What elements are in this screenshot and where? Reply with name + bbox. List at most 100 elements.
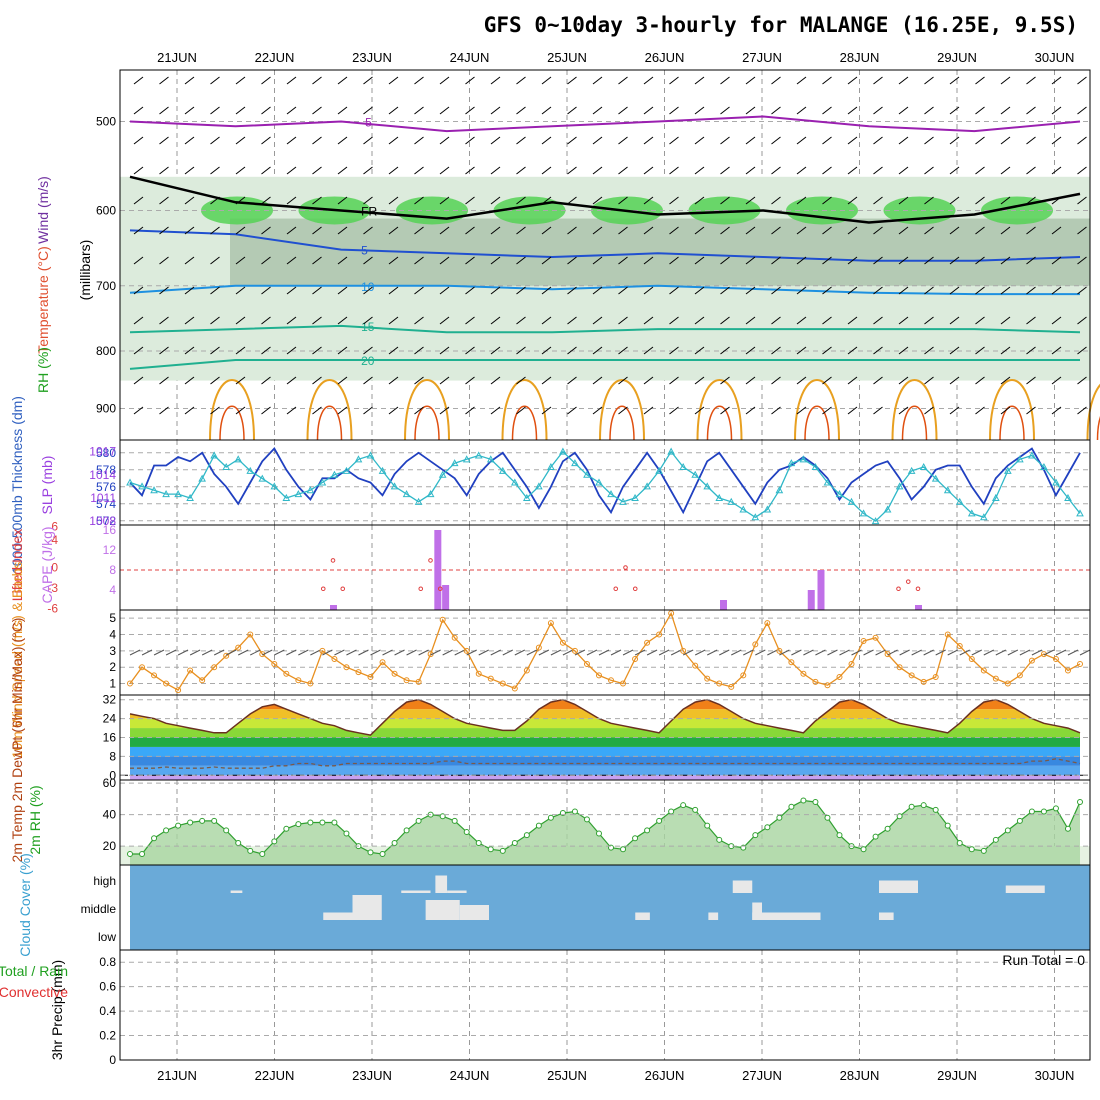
wind-barb xyxy=(439,376,450,385)
wind-barb xyxy=(1051,226,1062,235)
wind-barb xyxy=(1000,196,1011,205)
slp-point xyxy=(246,466,255,474)
wind-barb xyxy=(949,286,960,295)
wind-barb xyxy=(363,226,373,235)
y-tick-label: 0.2 xyxy=(99,1029,116,1043)
wind-barb-10m xyxy=(911,649,922,656)
wind-barb xyxy=(363,316,373,325)
isotherm-warm-loop xyxy=(794,379,840,441)
wind-barb xyxy=(363,106,373,115)
wind-barb xyxy=(465,316,475,325)
y-tick-label: 0 xyxy=(109,768,116,782)
wind-barb xyxy=(184,256,195,265)
wind-barb xyxy=(490,106,501,115)
wind-barb xyxy=(720,196,730,205)
wind-speed-point xyxy=(511,685,518,692)
wind-barb xyxy=(567,316,577,325)
isotherm-line xyxy=(129,284,1080,296)
slp-point xyxy=(1004,466,1012,474)
wind-barb xyxy=(312,136,322,145)
wind-barb xyxy=(618,226,628,235)
slp-point xyxy=(474,451,483,459)
wind-barb-10m xyxy=(767,649,778,656)
li-point xyxy=(320,586,326,592)
li-point xyxy=(623,565,628,570)
wind-barb xyxy=(261,196,271,205)
rh-point xyxy=(644,827,651,834)
wind-barb xyxy=(312,376,322,385)
wind-barb-10m xyxy=(875,649,886,656)
wind-barb-10m xyxy=(743,649,754,656)
wind-barb-10m xyxy=(670,649,682,656)
slp-point xyxy=(330,470,339,478)
rh-point xyxy=(151,835,158,842)
wind-barb xyxy=(439,76,450,85)
isotherm-hot-loop xyxy=(511,405,538,441)
wind-barb xyxy=(184,166,195,175)
wind-barb xyxy=(286,406,297,415)
wind-barb xyxy=(465,136,475,145)
li-point xyxy=(915,586,921,592)
wind-barb xyxy=(873,166,883,175)
wind-barb xyxy=(771,406,781,415)
wind-barb xyxy=(363,166,373,175)
wind-barb xyxy=(720,136,730,145)
rh-point xyxy=(1052,805,1059,812)
wind-barb xyxy=(822,76,832,85)
slp-point xyxy=(583,470,591,478)
rh-point xyxy=(295,821,302,828)
wind-barb xyxy=(133,136,144,145)
wind-barb xyxy=(949,226,960,235)
wind-barb xyxy=(261,166,271,175)
y-tick-label: 0.8 xyxy=(99,955,116,969)
isotherm-hot-loop xyxy=(414,405,440,441)
wind-barb xyxy=(516,346,526,355)
wind-barb xyxy=(1077,106,1087,115)
slp-point xyxy=(859,509,868,517)
wind-barb xyxy=(618,316,628,325)
wind-speed-point xyxy=(692,662,699,669)
wind-barb xyxy=(286,346,297,355)
wind-barb xyxy=(184,346,195,355)
wind-barb xyxy=(1000,376,1011,385)
wind-barb-10m xyxy=(201,649,213,656)
wind-barb xyxy=(541,406,552,415)
wind-barb xyxy=(822,286,832,295)
rh-point xyxy=(547,814,554,821)
wind-barb xyxy=(796,106,807,115)
wind-barb xyxy=(541,76,552,85)
y-tick-label: 572 xyxy=(96,514,116,528)
wind-barb xyxy=(363,76,373,85)
wind-barb xyxy=(439,166,450,175)
y-tick-label: 1 xyxy=(109,677,116,691)
rh-point xyxy=(872,833,879,840)
wind-barb xyxy=(159,286,169,295)
wind-barb xyxy=(567,406,577,415)
rh-point xyxy=(632,835,639,842)
rh-point xyxy=(1016,817,1023,824)
thickness-slp-panel: 572 574 576 578 580 1008 1011 1014 1017 xyxy=(89,440,1090,528)
rh-point xyxy=(523,832,530,839)
wind-speed-point xyxy=(896,664,903,671)
wind-barb xyxy=(235,166,246,175)
slp-point xyxy=(366,451,375,459)
wind-barb xyxy=(1026,136,1036,145)
slp-point xyxy=(763,505,772,513)
wind-barb xyxy=(592,256,603,265)
wind-barb xyxy=(847,136,858,145)
rh-point xyxy=(776,814,783,821)
wind-barb xyxy=(465,226,475,235)
wind-barb xyxy=(133,316,144,325)
wind-barb xyxy=(1000,256,1011,265)
slp-point xyxy=(811,463,820,471)
wind-barb-10m xyxy=(430,649,441,656)
wind-speed-point xyxy=(187,667,194,674)
li-tick-label: 4 xyxy=(51,533,58,547)
wind-barb xyxy=(949,346,960,355)
wind-barb xyxy=(924,256,934,265)
wind-barb xyxy=(312,106,322,115)
wind-barb xyxy=(1077,196,1087,205)
isotherm-label: FR xyxy=(361,204,377,218)
wind-barb xyxy=(771,256,781,265)
isotherm-hot-loop xyxy=(609,405,635,441)
